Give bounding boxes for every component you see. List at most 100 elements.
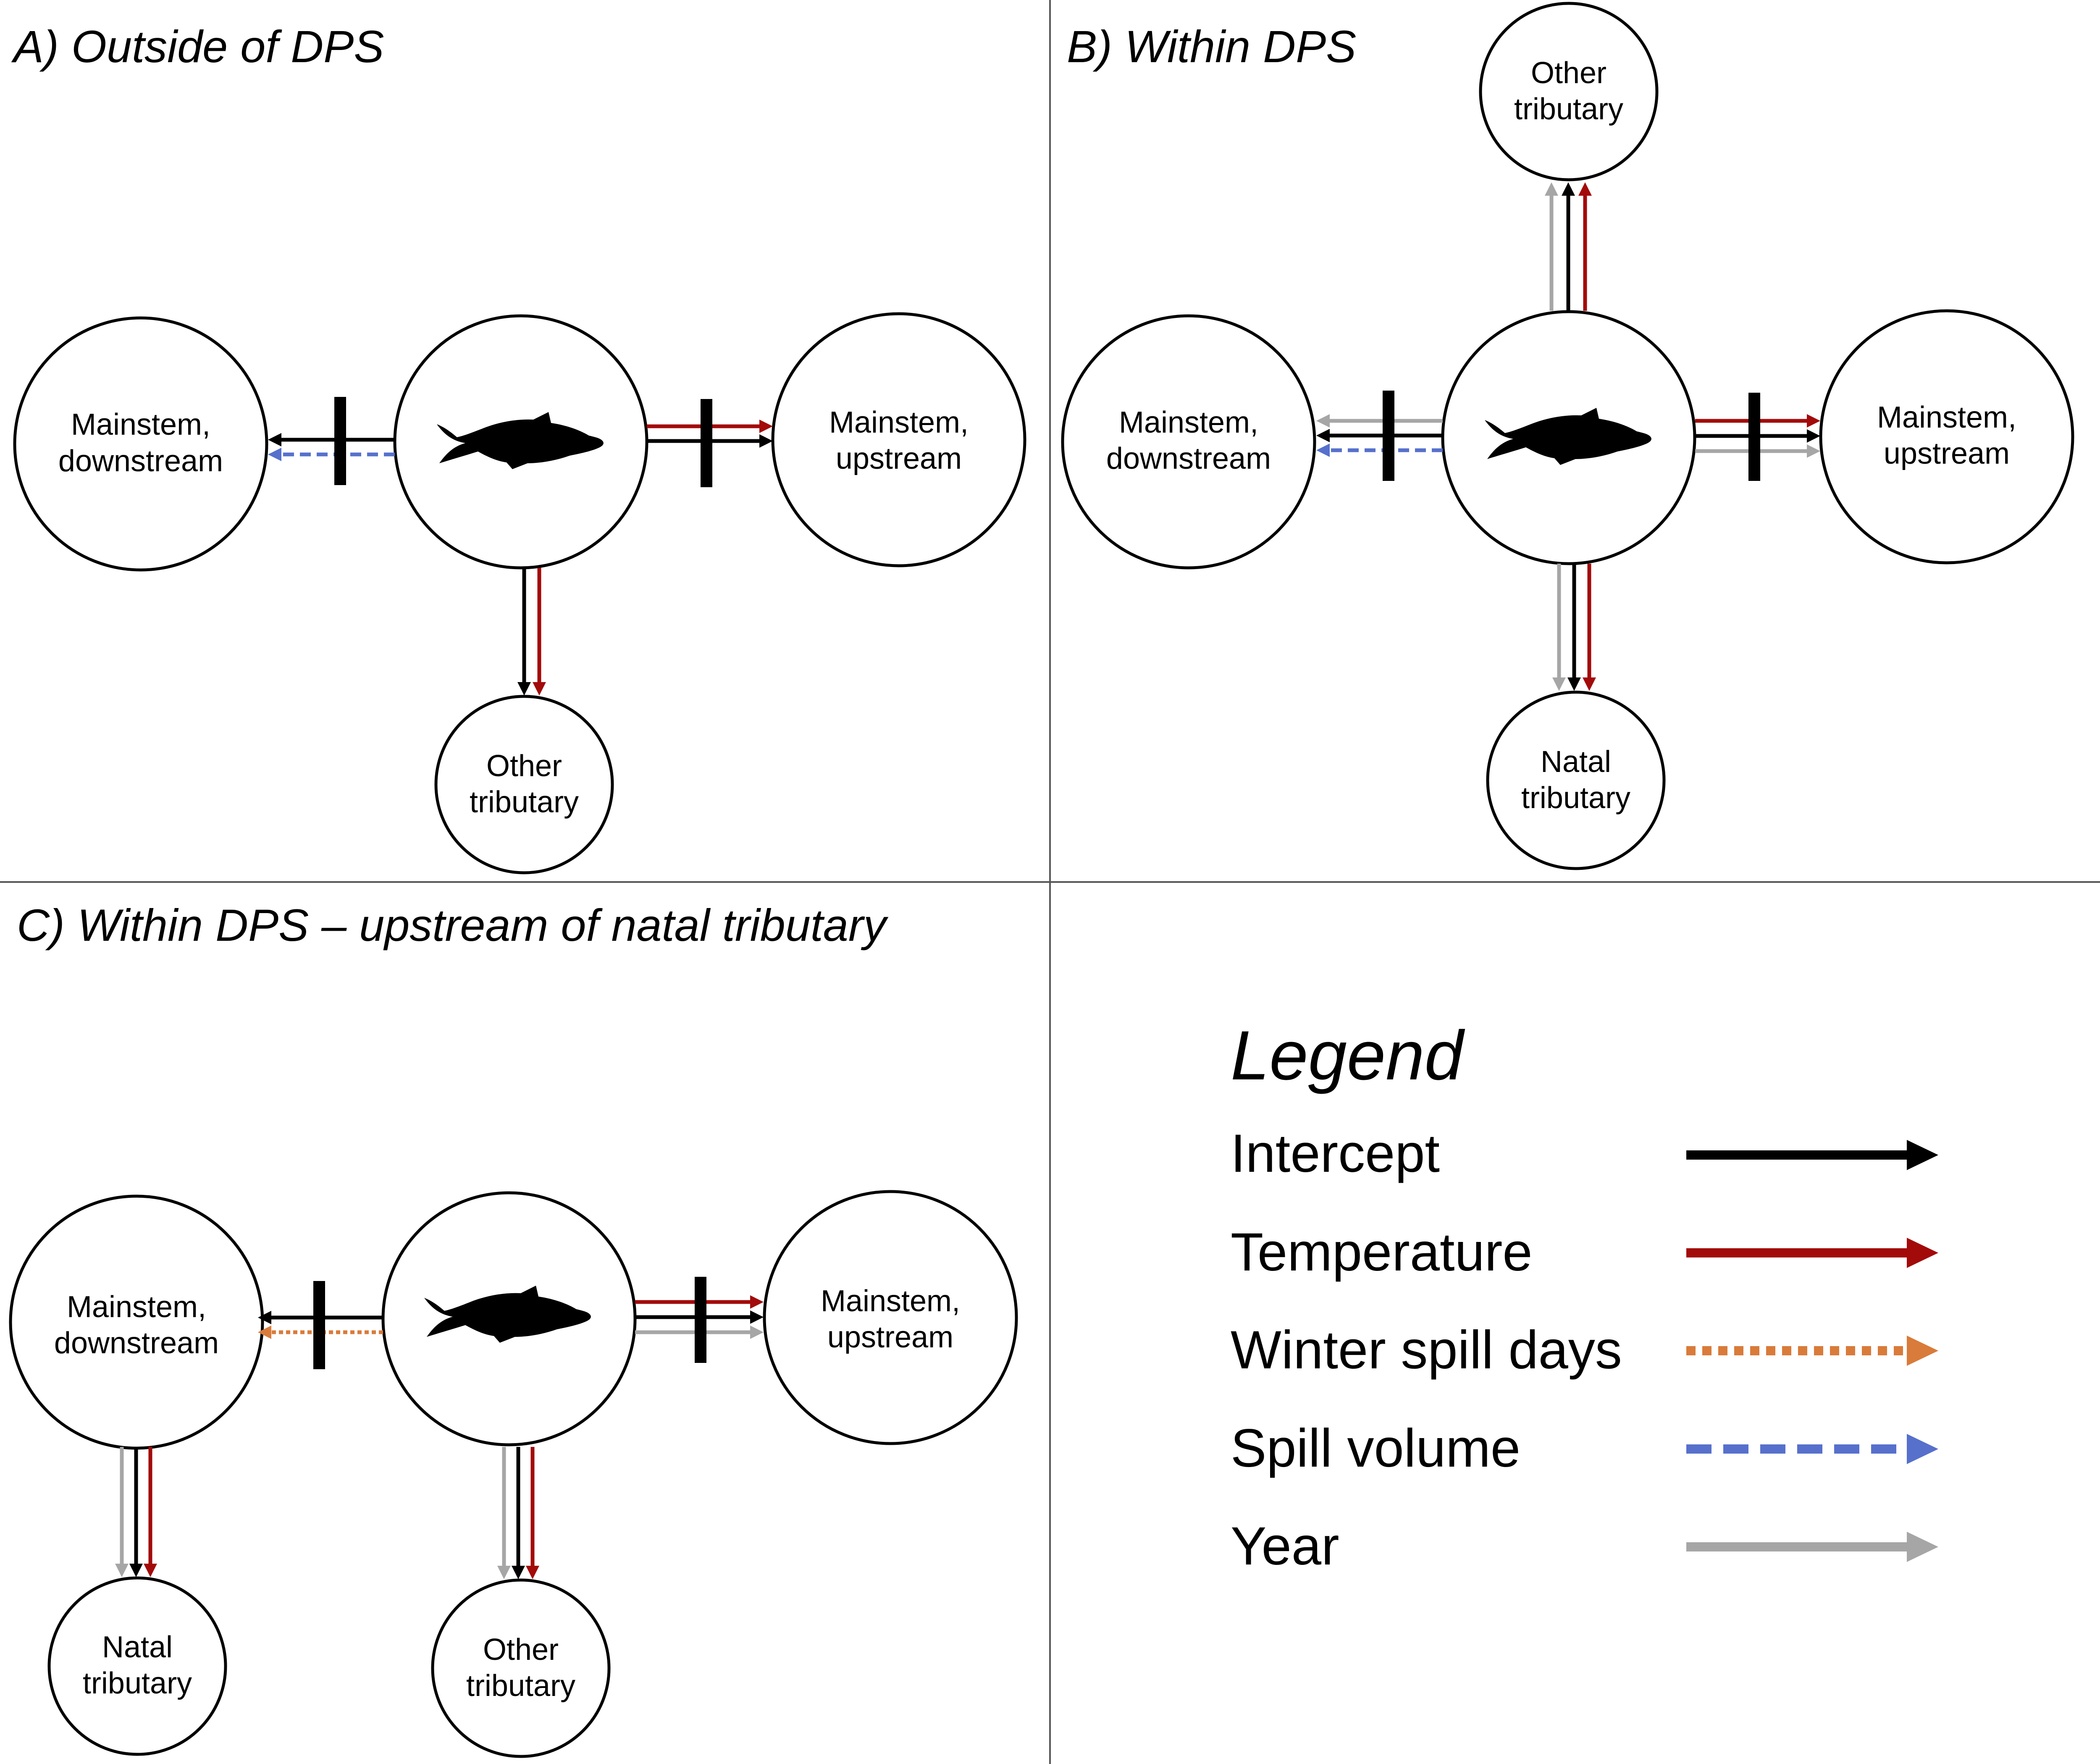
arrow-intercept [1562, 182, 1575, 311]
arrow-head [115, 1564, 129, 1577]
node-label-line2: downstream [54, 1326, 219, 1360]
node-label-line2: tributary [1521, 781, 1630, 815]
arrow-intercept [129, 1447, 143, 1577]
arrow-head [517, 682, 531, 696]
legend-swatch-spill-volume [1686, 1434, 1938, 1464]
node-label-line1: Other [1531, 56, 1606, 90]
arrow-head [1562, 182, 1575, 196]
arrow-head [1552, 677, 1566, 691]
legend-title: Legend [1231, 1017, 1465, 1095]
arrow-temperature [1578, 182, 1592, 311]
legend-label-temperature: Temperature [1231, 1222, 1533, 1282]
arrow-head [512, 1566, 525, 1579]
node-label-line1: Natal [102, 1630, 173, 1664]
node-label-line1: Mainstem, [821, 1284, 960, 1318]
arrow-year [1316, 414, 1443, 428]
panel-c-node-natal-tributary: Natal tributary [47, 1576, 227, 1756]
legend-label-winter-spill-days: Winter spill days [1231, 1320, 1622, 1380]
panel-c: C) Within DPS – upstream of natal tribut… [9, 900, 1018, 1758]
node-label-line1: Mainstem, [1877, 401, 2016, 434]
arrow-head [1907, 1532, 1938, 1562]
arrow-head [1316, 444, 1330, 457]
node-label-line2: downstream [1106, 442, 1271, 475]
arrow-head [129, 1564, 143, 1577]
panel-b-node-other-tributary: Other tributary [1479, 2, 1659, 181]
panel-a-node-downstream: Mainstem, downstream [13, 316, 268, 572]
arrow-temperature [635, 1295, 764, 1309]
dam-barrier-icon [334, 397, 346, 485]
arrow-head [750, 1326, 764, 1339]
node-label-line1: Mainstem, [1119, 406, 1258, 439]
arrow-year [635, 1326, 764, 1339]
node-label-line1: Natal [1541, 745, 1611, 779]
panel-b-title: B) Within DPS [1067, 21, 1356, 72]
arrow-head [1545, 182, 1558, 196]
panel-c-node-other-tributary: Other tributary [431, 1578, 611, 1758]
legend-label-intercept: Intercept [1231, 1124, 1440, 1184]
panel-c-node-upstream: Mainstem, upstream [763, 1190, 1018, 1445]
arrow-temperature [533, 568, 546, 696]
arrow-spill-volume [1316, 444, 1443, 457]
node-label-line1: Mainstem, [829, 406, 969, 439]
panel-a-node-center [393, 314, 648, 570]
dam-barrier-icon [701, 399, 712, 487]
panel-b-node-center [1441, 310, 1696, 565]
panel-b-arrows [1316, 182, 1820, 691]
legend-label-year: Year [1231, 1516, 1339, 1576]
arrow-winter-spill-days [258, 1326, 383, 1339]
arrow-year [1552, 564, 1566, 691]
node-label-line2: tributary [470, 785, 579, 819]
arrow-head [1907, 1238, 1938, 1268]
arrow-head [258, 1326, 271, 1339]
node-label-line2: upstream [836, 442, 962, 475]
arrow-year [497, 1447, 511, 1579]
dam-barrier-icon [1383, 391, 1394, 481]
panel-b: B) Within DPS Other tributary Mainstem, … [1061, 2, 2074, 870]
arrow-intercept [1316, 429, 1443, 442]
panel-c-node-center [381, 1191, 637, 1446]
node-label-line2: tributary [466, 1669, 575, 1703]
legend-swatch-temperature [1686, 1238, 1938, 1268]
arrow-head [268, 433, 281, 446]
arrow-head [1907, 1434, 1938, 1464]
panel-c-title: C) Within DPS – upstream of natal tribut… [17, 900, 889, 950]
node-label-line2: tributary [83, 1667, 192, 1700]
node-label-line2: tributary [1514, 92, 1623, 126]
panel-b-node-downstream: Mainstem, downstream [1061, 314, 1316, 570]
arrow-head [1567, 677, 1581, 691]
legend-swatch-intercept [1686, 1140, 1938, 1170]
arrow-intercept [1567, 564, 1581, 691]
arrow-spill-volume [268, 448, 395, 461]
panel-b-node-natal-tributary: Natal tributary [1486, 690, 1666, 870]
arrow-head [759, 420, 773, 433]
node-label-line1: Mainstem, [71, 408, 210, 441]
arrow-intercept [258, 1311, 383, 1324]
arrow-head [258, 1311, 271, 1324]
node-label-line2: upstream [827, 1320, 953, 1354]
panel-c-node-downstream: Mainstem, downstream [9, 1194, 264, 1450]
legend-label-spill-volume: Spill volume [1231, 1418, 1520, 1478]
arrow-head [1316, 429, 1330, 442]
panel-a-title: A) Outside of DPS [11, 21, 384, 72]
panel-a: A) Outside of DPS Mainstem, downstream M… [11, 21, 1026, 874]
legend-swatches [1686, 1140, 1938, 1562]
arrow-head [1316, 414, 1330, 428]
arrow-head [1807, 414, 1820, 428]
node-label-line2: upstream [1884, 437, 2010, 470]
panel-c-arrows [115, 1295, 764, 1579]
arrow-year [1545, 182, 1558, 311]
arrow-temperature [1583, 564, 1596, 691]
arrow-head [1578, 182, 1592, 196]
arrow-head [1807, 444, 1820, 458]
arrow-head [144, 1564, 157, 1577]
arrow-temperature [144, 1447, 157, 1577]
arrow-head [1583, 677, 1596, 691]
dam-barrier-icon [313, 1281, 325, 1369]
node-label-line1: Other [483, 1633, 559, 1667]
node-label-line1: Other [486, 749, 562, 783]
arrow-head [533, 682, 546, 696]
arrow-head [750, 1295, 764, 1309]
arrow-head [1807, 429, 1820, 443]
